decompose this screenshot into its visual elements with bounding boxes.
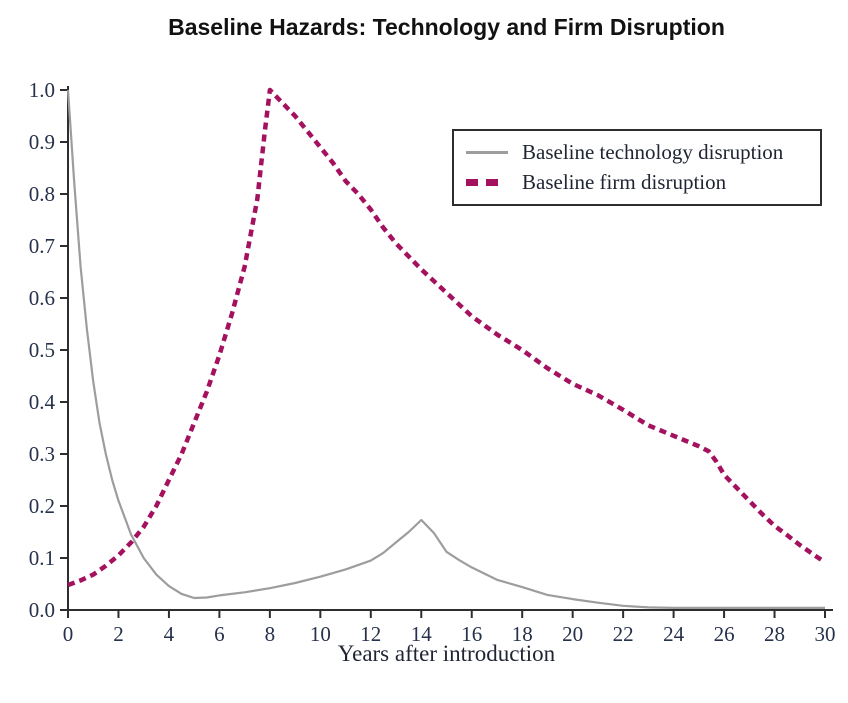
- y-tick-label: 0.1: [29, 546, 55, 570]
- x-tick-label: 20: [562, 622, 583, 646]
- y-tick-label: 0.9: [29, 130, 55, 154]
- x-tick-label: 4: [164, 622, 175, 646]
- dash-icon: [466, 179, 478, 187]
- legend-box: Baseline technology disruption Baseline …: [452, 129, 822, 206]
- x-tick-label: 6: [214, 622, 225, 646]
- x-tick-label: 16: [461, 622, 482, 646]
- technology-line-swatch-icon: [466, 150, 510, 154]
- legend-entry-technology: Baseline technology disruption: [466, 139, 812, 164]
- dash-icon: [486, 179, 498, 187]
- y-tick-label: 0.3: [29, 442, 55, 466]
- firm-series-line: [67, 87, 827, 588]
- x-tick-label: 30: [815, 622, 836, 646]
- y-tick-label: 0.7: [29, 234, 55, 258]
- firm-dash-swatch-icon: [466, 179, 510, 187]
- x-tick-label: 24: [663, 622, 685, 646]
- y-tick-label: 0.6: [29, 286, 55, 310]
- x-tick-label: 8: [265, 622, 276, 646]
- x-tick-label: 22: [613, 622, 634, 646]
- chart-title: Baseline Hazards: Technology and Firm Di…: [168, 14, 725, 40]
- y-tick-label: 0.2: [29, 494, 55, 518]
- legend-entry-firm: Baseline firm disruption: [466, 170, 812, 194]
- x-tick-label: 26: [714, 622, 735, 646]
- technology-series-line: [66, 89, 825, 610]
- y-tick-label: 0.0: [29, 598, 55, 622]
- x-tick-label: 12: [360, 622, 381, 646]
- y-tick-label: 0.4: [29, 390, 56, 414]
- x-tick-label: 18: [512, 622, 533, 646]
- y-tick-label: 0.8: [29, 182, 55, 206]
- legend-label-firm: Baseline firm disruption: [522, 170, 727, 194]
- x-tick-label: 2: [113, 622, 124, 646]
- x-axis-title: Years after introduction: [337, 641, 556, 666]
- x-tick-label: 14: [411, 622, 433, 646]
- x-tick-label: 10: [310, 622, 331, 646]
- x-tick-label: 0: [63, 622, 74, 646]
- legend-label-technology: Baseline technology disruption: [522, 139, 784, 164]
- x-tick-label: 28: [764, 622, 785, 646]
- y-tick-label: 1.0: [29, 78, 55, 102]
- y-tick-label: 0.5: [29, 338, 55, 362]
- solid-line-icon: [466, 150, 508, 154]
